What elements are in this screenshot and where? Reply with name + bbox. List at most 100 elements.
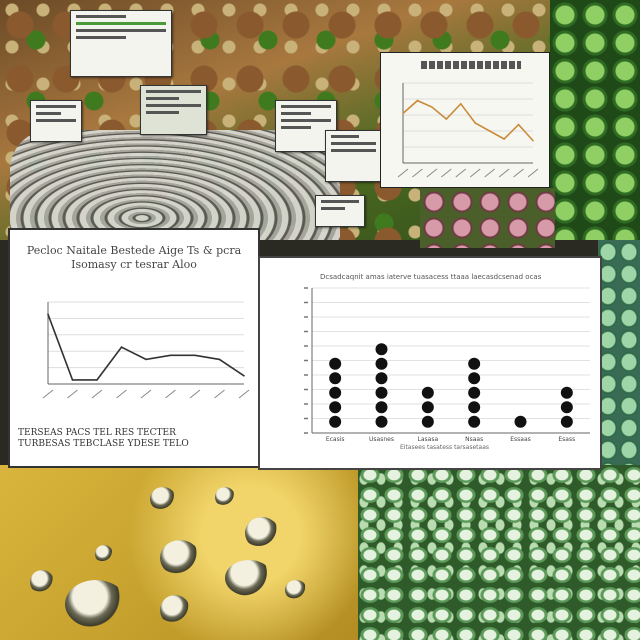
chart-title-placeholder [421, 61, 521, 69]
x-tick-label [527, 168, 539, 178]
x-tick-label [214, 389, 225, 399]
data-point [402, 112, 404, 115]
data-point [468, 372, 481, 385]
data-point [474, 122, 477, 124]
background-flowers [420, 188, 555, 248]
data-point [375, 386, 388, 399]
data-point [145, 358, 147, 361]
x-tick-label [165, 389, 176, 399]
x-tick-label [441, 168, 452, 178]
data-point [375, 357, 388, 370]
data-point [96, 379, 98, 381]
data-point [514, 415, 527, 428]
data-point [71, 379, 74, 381]
data-point [47, 313, 49, 316]
chart-title: Pecloc Naitale Bestede Aige Ts & pcra Is… [26, 244, 242, 271]
x-tick-label: Nsaas [465, 436, 483, 443]
background-green-cells [550, 0, 640, 240]
pebble [285, 580, 307, 600]
background-green-stones [358, 465, 640, 640]
data-point [488, 130, 491, 132]
data-point [194, 354, 196, 357]
x-tick-label [498, 168, 510, 178]
data-point [503, 138, 505, 140]
chart-title: Dcsadcaqnit amas iaterve tuasacess ttaaa… [320, 273, 542, 281]
x-tick-label [42, 389, 54, 399]
pebble [160, 540, 200, 576]
series-line [47, 314, 245, 381]
data-point [416, 99, 419, 102]
data-point [560, 386, 573, 399]
data-point [517, 123, 520, 126]
pebble [150, 487, 176, 511]
x-tick-label: Usasnes [369, 436, 394, 443]
pebble [245, 517, 279, 549]
data-point [468, 357, 481, 370]
background-right-strip [598, 240, 640, 465]
data-point [468, 415, 481, 428]
x-tick-label: Lasasa [418, 436, 439, 443]
series-line [402, 99, 534, 142]
data-point [375, 372, 388, 385]
x-tick-label [455, 168, 467, 178]
data-point [329, 415, 342, 428]
x-tick-label [238, 389, 250, 399]
data-point [421, 401, 434, 414]
data-point [120, 346, 123, 348]
left-line-chart [42, 301, 250, 399]
data-point [560, 401, 573, 414]
pebble [225, 560, 273, 596]
x-tick-label [397, 168, 409, 178]
x-tick-label [140, 389, 152, 399]
x-tick-label [412, 168, 423, 178]
x-tick-label [91, 389, 103, 399]
data-point [329, 386, 342, 399]
data-point [421, 386, 434, 399]
chart-footer: TERSEAS PACS TEL RES TECTER TURBESAS TEB… [18, 428, 250, 450]
data-point [468, 386, 481, 399]
x-tick-label [116, 389, 127, 399]
x-tick-label [484, 168, 495, 178]
pebble [65, 580, 127, 628]
data-point [218, 358, 221, 361]
background-card [30, 100, 82, 142]
left-line-chart-card: Pecloc Naitale Bestede Aige Ts & pcra Is… [8, 228, 260, 468]
data-point [169, 354, 172, 357]
x-tick-label: Esass [558, 436, 575, 443]
x-tick-label [513, 168, 524, 178]
x-tick-label [67, 389, 78, 399]
pebble [30, 570, 54, 594]
top-line-chart [397, 82, 539, 178]
data-point [468, 401, 481, 414]
data-point [431, 106, 433, 108]
data-point [421, 415, 434, 428]
x-tick-label: Ecasis [326, 436, 345, 443]
x-tick-label [189, 389, 201, 399]
background-card [325, 130, 382, 182]
data-point [329, 357, 342, 370]
pebble [160, 595, 190, 625]
top-line-chart-card [380, 52, 550, 188]
chart-caption: Eitasees tasatess tarsasetaas [400, 444, 490, 451]
data-point [459, 103, 462, 105]
data-point [375, 343, 388, 356]
x-tick-label: Essaas [510, 436, 531, 443]
data-point [329, 372, 342, 385]
x-tick-label [426, 168, 438, 178]
data-point [329, 401, 342, 414]
pebble [215, 487, 235, 507]
data-point [560, 415, 573, 428]
pebble [95, 545, 113, 563]
chart-footer-line: TERSEAS PACS TEL RES TECTER [18, 428, 176, 438]
right-dot-chart-card: Dcsadcaqnit amas iaterve tuasacess ttaaa… [258, 256, 602, 470]
background-card [70, 10, 172, 77]
data-point [532, 139, 534, 142]
background-card [140, 85, 207, 135]
x-tick-label [469, 168, 481, 178]
data-point [375, 415, 388, 428]
background-yellow-pebbles [0, 465, 358, 640]
chart-footer-line: TURBESAS TEBCLASE YDESE TELO [18, 439, 189, 449]
background-card [315, 195, 365, 227]
right-dot-chart: Ecasis Usasnes Lasasa Nsaas Essaas Esass [304, 287, 590, 443]
data-point [445, 118, 448, 120]
